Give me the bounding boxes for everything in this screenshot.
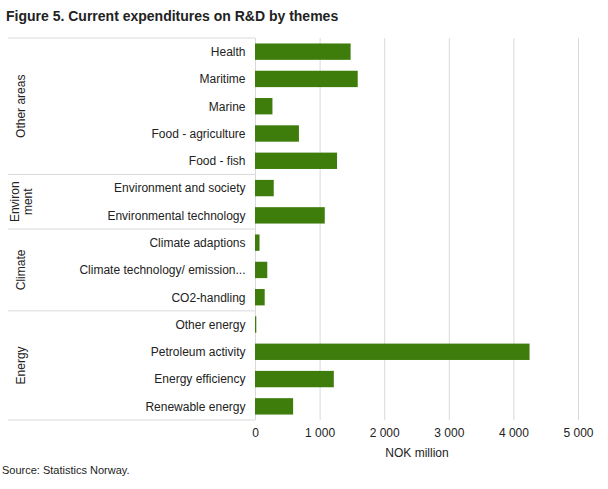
svg-text:Environmental technology: Environmental technology [107, 209, 245, 223]
svg-text:Health: Health [211, 45, 246, 59]
svg-text:Energy efficiency: Energy efficiency [154, 372, 245, 386]
svg-text:Marine: Marine [209, 100, 246, 114]
svg-text:4 000: 4 000 [499, 426, 529, 440]
svg-text:Other energy: Other energy [175, 318, 245, 332]
svg-text:Environment: Environment [8, 181, 35, 222]
svg-text:Climate technology/ emission..: Climate technology/ emission... [79, 263, 245, 277]
svg-text:Environment and society: Environment and society [114, 181, 245, 195]
html-text:Source: Statistics Norway.: Source: Statistics Norway. [2, 464, 130, 476]
svg-text:Petroleum activity: Petroleum activity [151, 345, 246, 359]
svg-text:NOK million: NOK million [385, 446, 448, 460]
svg-text:Food - fish: Food - fish [189, 154, 246, 168]
html-text:Figure 5. Current expenditures: Figure 5. Current expenditures on R&D by… [6, 8, 339, 24]
svg-text:CO2-handling: CO2-handling [171, 291, 245, 305]
svg-text:Climate: Climate [14, 249, 28, 290]
svg-text:Energy: Energy [14, 346, 28, 384]
svg-text:3 000: 3 000 [434, 426, 464, 440]
svg-text:2 000: 2 000 [370, 426, 400, 440]
svg-text:Other areas: Other areas [14, 75, 28, 138]
svg-text:1 000: 1 000 [305, 426, 335, 440]
svg-text:5 000: 5 000 [563, 426, 593, 440]
svg-text:Food - agriculture: Food - agriculture [151, 127, 245, 141]
svg-text:Renewable energy: Renewable energy [145, 400, 245, 414]
svg-text:Climate adaptions: Climate adaptions [149, 236, 245, 250]
svg-text:0: 0 [252, 426, 259, 440]
svg-text:Maritime: Maritime [199, 72, 245, 86]
